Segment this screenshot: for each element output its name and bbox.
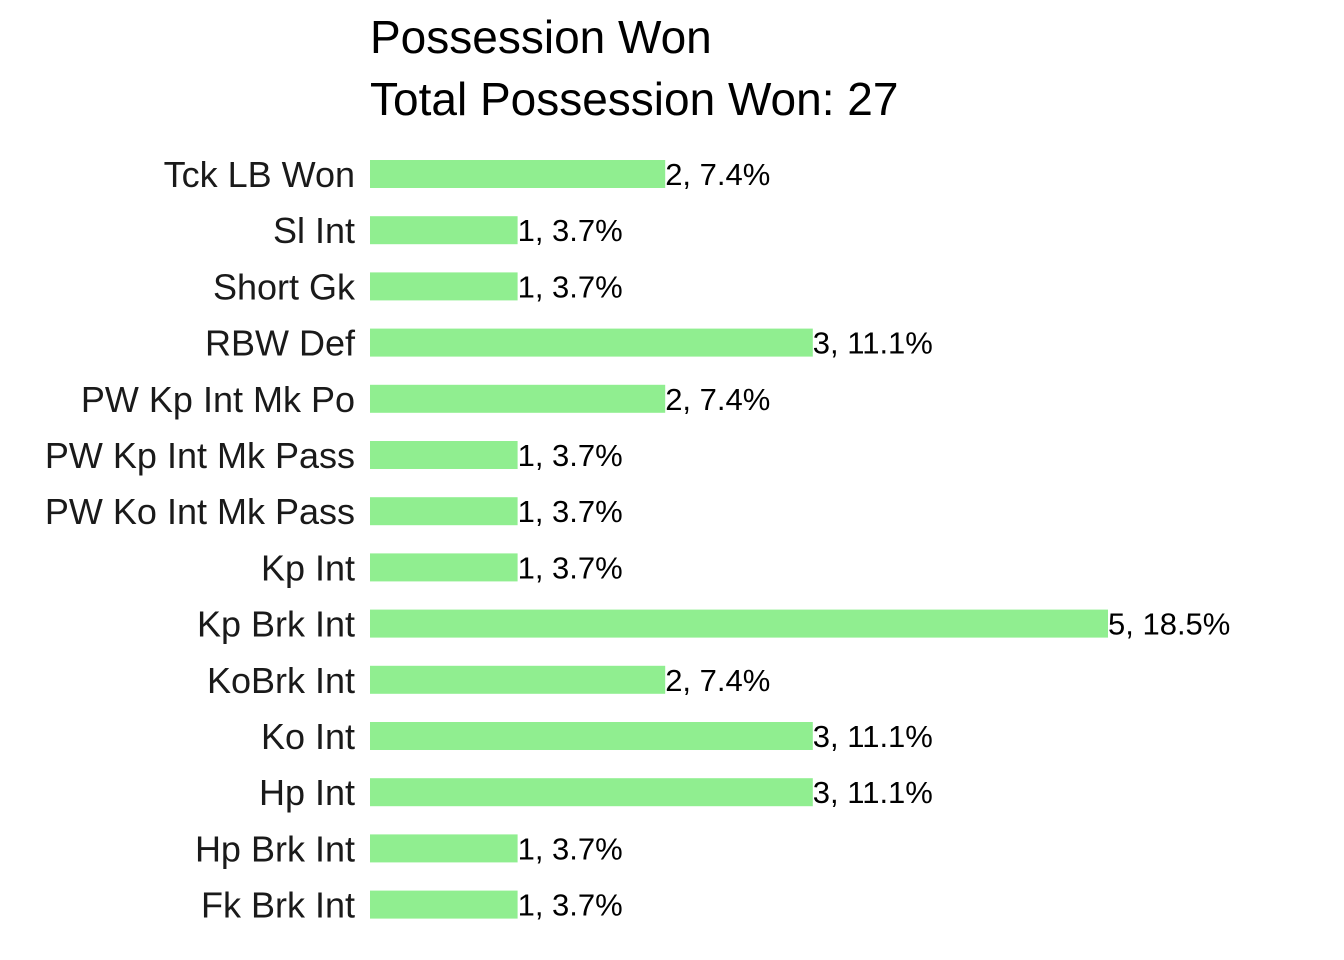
bars-group: [370, 160, 1108, 919]
bar-12: [370, 834, 518, 863]
bar-0: [370, 160, 666, 188]
bar-1: [370, 216, 518, 245]
data-label-3: 3, 11.1%: [813, 326, 933, 361]
bar-11: [370, 778, 813, 807]
data-label-12: 1, 3.7%: [518, 831, 623, 866]
data-label-8: 5, 18.5%: [1108, 607, 1230, 642]
category-label-1: Sl Int: [273, 210, 355, 251]
bar-10: [370, 722, 813, 750]
category-label-4: PW Kp Int Mk Po: [81, 379, 355, 420]
chart-subtitle: Total Possession Won: 27: [370, 73, 898, 125]
data-label-11: 3, 11.1%: [813, 775, 933, 810]
data-label-2: 1, 3.7%: [518, 269, 623, 304]
bar-7: [370, 553, 518, 582]
data-label-6: 1, 3.7%: [518, 494, 623, 529]
category-label-0: Tck LB Won: [164, 154, 355, 195]
data-label-9: 2, 7.4%: [665, 663, 770, 698]
bar-6: [370, 497, 518, 526]
data-label-13: 1, 3.7%: [518, 888, 623, 923]
data-label-4: 2, 7.4%: [665, 382, 770, 417]
category-label-6: PW Ko Int Mk Pass: [45, 491, 355, 532]
data-label-0: 2, 7.4%: [665, 157, 770, 192]
category-label-8: Kp Brk Int: [197, 604, 355, 645]
data-label-1: 1, 3.7%: [518, 213, 623, 248]
chart-title: Possession Won: [370, 11, 712, 63]
data-label-5: 1, 3.7%: [518, 438, 623, 473]
data-labels-group: 2, 7.4% 1, 3.7% 1, 3.7% 3, 11.1% 2, 7.4% 1, 3…: [518, 157, 1231, 923]
bar-8: [370, 609, 1108, 638]
category-label-10: Ko Int: [261, 716, 355, 757]
data-label-7: 1, 3.7%: [518, 550, 623, 585]
category-label-9: KoBrk Int: [207, 660, 355, 701]
category-label-12: Hp Brk Int: [195, 828, 355, 869]
bar-4: [370, 384, 666, 413]
category-label-2: Short Gk: [213, 266, 356, 307]
category-label-5: PW Kp Int Mk Pass: [45, 435, 355, 476]
category-label-3: RBW Def: [205, 323, 356, 364]
category-label-13: Fk Brk Int: [201, 885, 355, 926]
bar-13: [370, 890, 518, 919]
bar-2: [370, 272, 518, 301]
category-label-11: Hp Int: [259, 772, 355, 813]
bar-9: [370, 665, 666, 694]
category-label-7: Kp Int: [261, 547, 355, 588]
bar-5: [370, 441, 518, 469]
data-label-10: 3, 11.1%: [813, 719, 933, 754]
bar-3: [370, 328, 813, 357]
category-labels-group: Tck LB Won Sl Int Short Gk RBW Def PW Kp Int…: [45, 154, 356, 926]
